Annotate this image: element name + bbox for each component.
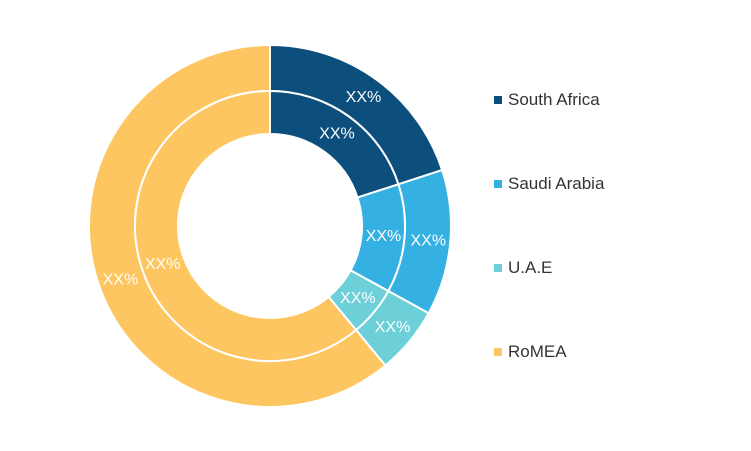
legend: South Africa Saudi Arabia U.A.E RoMEA [494, 88, 734, 424]
legend-label-south-africa: South Africa [508, 90, 600, 109]
legend-swatch-saudi-arabia [494, 180, 502, 188]
outer-label-romea: XX% [103, 271, 139, 288]
legend-swatch-romea [494, 348, 502, 356]
outer-label-south-africa: XX% [346, 89, 382, 106]
outer-label-u-a-e: XX% [375, 319, 411, 336]
inner-label-romea: XX% [145, 256, 181, 273]
inner-slice-romea[interactable] [134, 89, 358, 362]
legend-label-uae: U.A.E [508, 258, 553, 277]
inner-ring [134, 89, 406, 362]
legend-label-romea: RoMEA [508, 342, 567, 361]
legend-item-romea[interactable]: RoMEA [494, 340, 734, 424]
legend-swatch-south-africa [494, 96, 502, 104]
inner-label-u-a-e: XX% [340, 290, 376, 307]
legend-item-saudi-arabia[interactable]: Saudi Arabia [494, 172, 734, 256]
inner-label-saudi-arabia: XX% [366, 228, 402, 245]
outer-ring [88, 43, 452, 408]
inner-label-south-africa: XX% [319, 125, 355, 142]
legend-item-south-africa[interactable]: South Africa [494, 88, 734, 172]
legend-item-uae[interactable]: U.A.E [494, 256, 734, 340]
ring-labels: XX% XX% XX% XX% XX% XX% XX% XX% [103, 89, 446, 336]
legend-swatch-uae [494, 264, 502, 272]
outer-label-saudi-arabia: XX% [411, 232, 447, 249]
legend-label-saudi-arabia: Saudi Arabia [508, 174, 605, 193]
